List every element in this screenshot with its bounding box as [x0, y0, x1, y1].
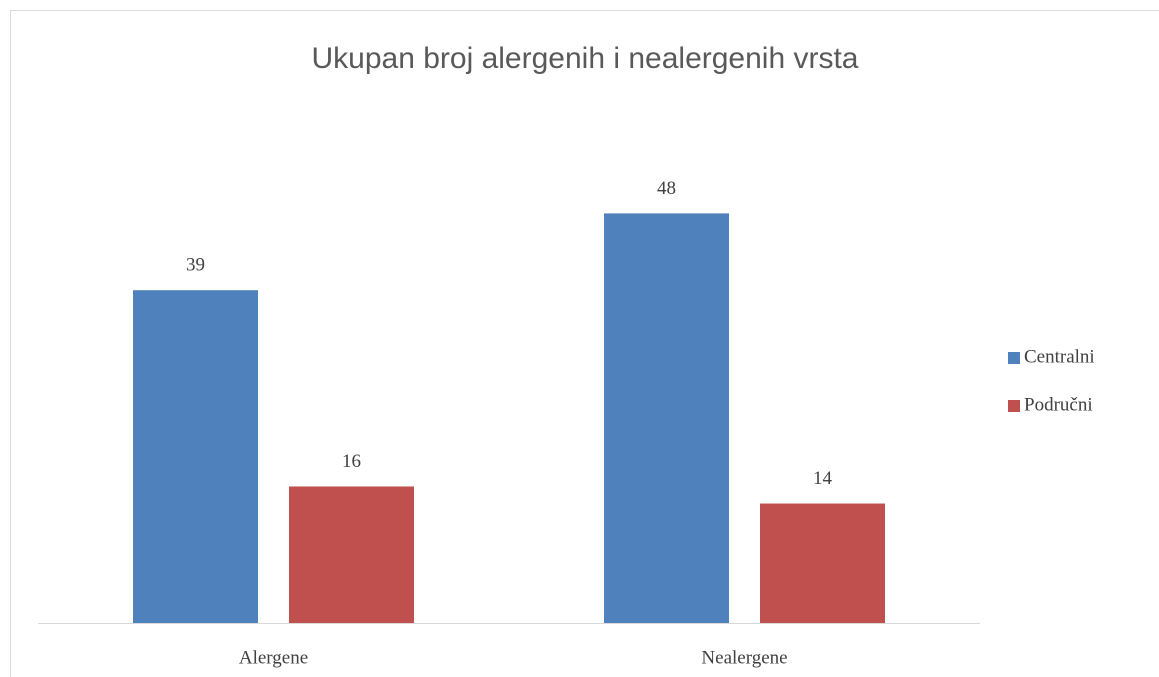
x-tick-label: Alergene	[239, 647, 308, 668]
bar	[133, 290, 258, 623]
data-label: 39	[186, 255, 205, 276]
bar	[760, 503, 885, 623]
bar	[604, 213, 729, 623]
data-label: 14	[813, 468, 833, 489]
data-label: 16	[342, 451, 361, 472]
legend-label: Područni	[1024, 394, 1093, 415]
chart-title: Ukupan broj alergenih i nealergenih vrst…	[311, 42, 858, 75]
legend-swatch	[1008, 400, 1020, 412]
x-tick-label: Nealergene	[701, 647, 787, 668]
bar	[289, 486, 414, 623]
data-label: 48	[657, 178, 676, 199]
legend-swatch	[1008, 352, 1020, 364]
legend-label: Centralni	[1024, 346, 1095, 367]
